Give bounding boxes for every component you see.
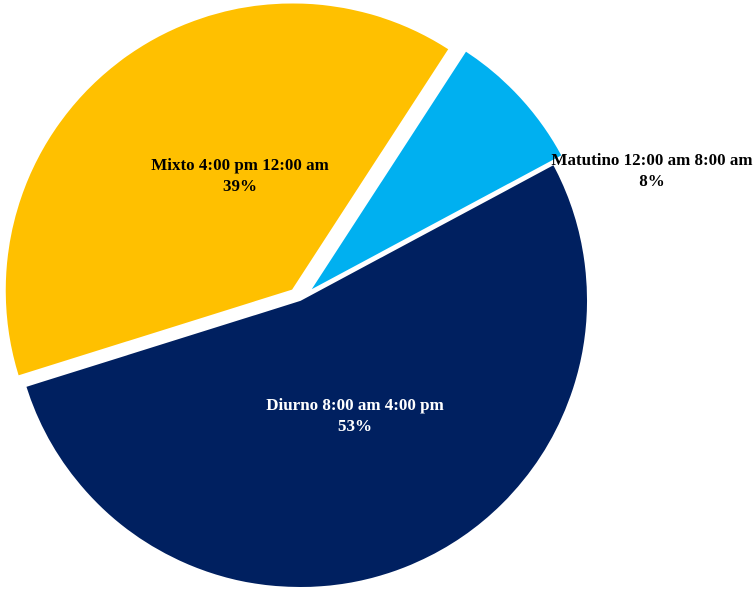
category-label: Diurno 8:00 am 4:00 pm <box>266 395 444 414</box>
slice-label: Matutino 12:00 am 8:00 am 8% <box>547 149 755 191</box>
category-label: Mixto 4:00 pm 12:00 am <box>151 155 329 174</box>
value-label: 8% <box>639 171 665 190</box>
category-label: Matutino 12:00 am 8:00 am <box>551 150 753 169</box>
value-label: 53% <box>338 416 372 435</box>
value-label: 39% <box>223 176 257 195</box>
slice-label: Diurno 8:00 am 4:00 pm 53% <box>240 394 470 436</box>
slice-label: Mixto 4:00 pm 12:00 am 39% <box>120 154 360 196</box>
pie-slice <box>307 48 565 293</box>
pie-slice <box>23 162 589 589</box>
pie-slice <box>3 1 451 378</box>
